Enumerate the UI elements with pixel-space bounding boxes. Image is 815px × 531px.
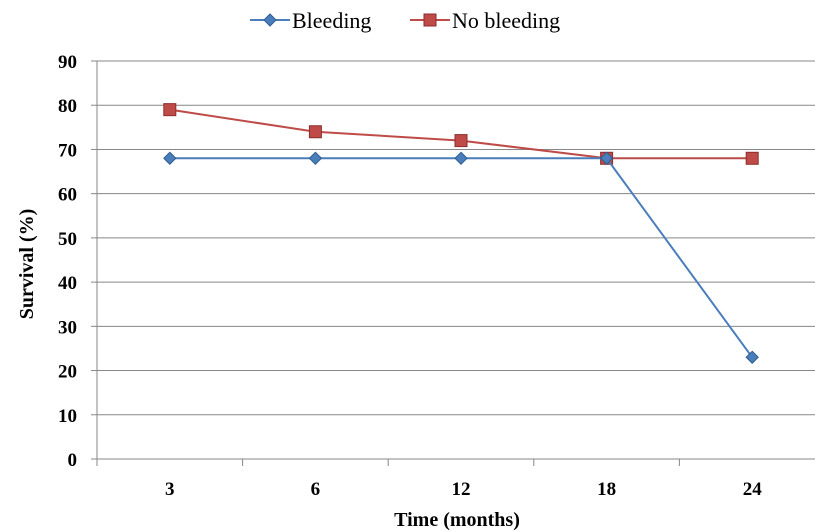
y-tick-label-30: 30	[58, 317, 77, 338]
data-point-no-bleeding	[745, 151, 759, 165]
series-line-bleeding	[169, 157, 754, 358]
x-tick-label-12: 12	[452, 479, 471, 500]
x-axis-title: Time (months)	[394, 509, 520, 531]
y-tick-label-40: 40	[58, 273, 77, 294]
y-tick-label-20: 20	[58, 362, 77, 383]
axes	[91, 60, 815, 466]
y-tick-label-80: 80	[58, 96, 77, 117]
y-tick-label-70: 70	[58, 140, 77, 161]
data-point-bleeding	[745, 350, 759, 364]
y-tick-label-10: 10	[58, 406, 77, 427]
legend-label-no-bleeding: No bleeding	[452, 8, 560, 33]
x-axis-ticks: 3 6 12 18 24	[165, 479, 762, 500]
data-point-no-bleeding	[163, 103, 177, 117]
data-point-no-bleeding	[454, 134, 468, 148]
legend: Bleeding No bleeding	[250, 8, 560, 33]
y-axis-title: Survival (%)	[16, 209, 38, 320]
y-tick-label-50: 50	[58, 229, 77, 250]
legend-label-bleeding: Bleeding	[292, 8, 371, 33]
y-tick-label-60: 60	[58, 185, 77, 206]
legend-marker-no-bleeding	[423, 13, 437, 27]
data-point-bleeding	[454, 151, 468, 165]
x-tick-label-3: 3	[165, 479, 175, 500]
series-line-no-bleeding	[169, 108, 753, 160]
series-group	[163, 103, 759, 364]
legend-marker-bleeding	[263, 13, 277, 27]
y-tick-label-90: 90	[58, 52, 77, 73]
gridlines	[97, 60, 815, 416]
x-tick-label-18: 18	[597, 479, 616, 500]
y-tick-label-0: 0	[68, 450, 78, 471]
data-point-no-bleeding	[308, 125, 322, 139]
data-point-bleeding	[308, 151, 323, 165]
x-tick-label-24: 24	[743, 479, 763, 500]
data-point-bleeding	[163, 151, 177, 165]
data-point-bleeding	[599, 151, 614, 165]
y-axis-ticks: 0 10 20 30 40 50 60 70 80 90	[58, 52, 77, 471]
x-tick-label-6: 6	[311, 479, 321, 500]
